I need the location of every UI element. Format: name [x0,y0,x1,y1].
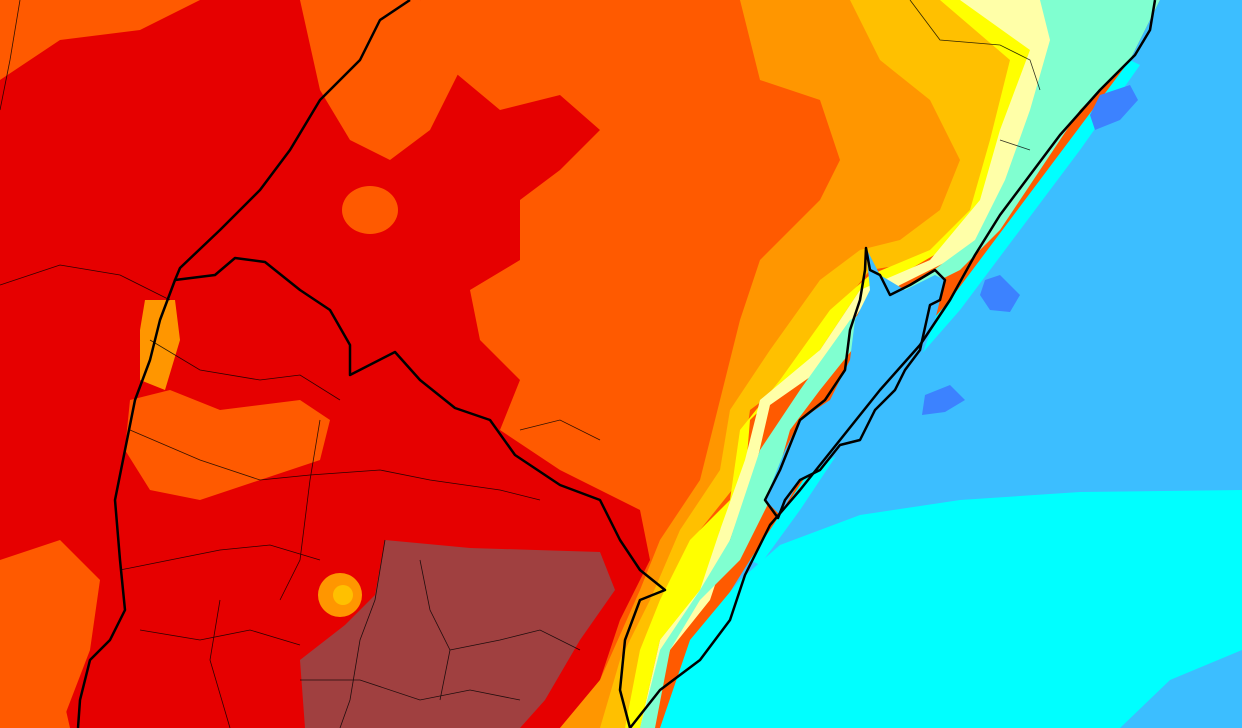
region-orange-spot [342,186,398,234]
region-orange-patch-2 [300,0,460,160]
band-aquamarine [640,0,1160,728]
band-light-orange [560,0,1010,728]
country-border [76,279,177,728]
region-dark-red [300,540,615,728]
band-pale-yellow [640,0,1080,728]
band-yellow [625,0,1060,728]
ocean-cyan [660,490,1242,728]
lagoon-outline [763,246,947,520]
region-orange-left [0,540,100,728]
municipal-borders [0,0,1041,728]
region-red [0,0,650,728]
ocean-blue-patch-3 [922,385,965,415]
region-light-orange-left [140,300,180,390]
region-orange-patch [125,390,330,500]
ocean-blue-patch-1 [1090,85,1138,130]
state-border [173,0,667,728]
coastline [629,0,1157,728]
lagoon [765,248,945,515]
region-yellow-spot [333,585,353,605]
ocean-blue-patch-2 [980,275,1020,312]
